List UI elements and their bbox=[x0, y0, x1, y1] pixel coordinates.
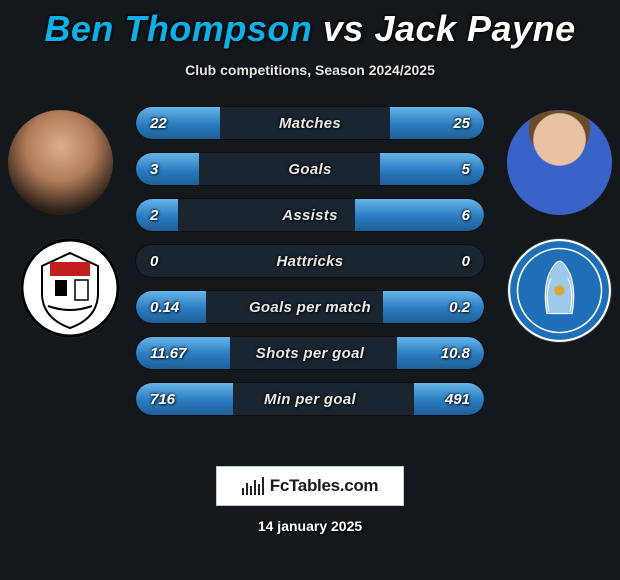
logo-text: FcTables.com bbox=[270, 476, 379, 496]
stat-label: Goals per match bbox=[136, 299, 484, 316]
stat-label: Matches bbox=[136, 115, 484, 132]
player2-avatar bbox=[507, 110, 612, 215]
stat-value-right: 0 bbox=[462, 253, 470, 270]
stats-area: 22Matches25 3Goals5 2Assists6 0Hattricks0 0.… bbox=[0, 100, 620, 440]
fctables-logo: FcTables.com bbox=[216, 466, 404, 506]
stat-row: 2Assists6 bbox=[135, 198, 485, 232]
stat-row: 22Matches25 bbox=[135, 106, 485, 140]
club-crest-icon bbox=[20, 238, 120, 338]
stat-row: 3Goals5 bbox=[135, 152, 485, 186]
stat-rows: 22Matches25 3Goals5 2Assists6 0Hattricks0 0.… bbox=[135, 106, 485, 428]
stat-label: Hattricks bbox=[136, 253, 484, 270]
comparison-title: Ben Thompson vs Jack Payne bbox=[0, 0, 620, 50]
comparison-date: 14 january 2025 bbox=[0, 518, 620, 534]
player2-club-crest bbox=[507, 238, 612, 343]
stat-label: Goals bbox=[136, 161, 484, 178]
stat-label: Assists bbox=[136, 207, 484, 224]
player2-name: Jack Payne bbox=[374, 8, 575, 49]
avatar-placeholder-icon bbox=[8, 110, 113, 215]
stat-value-right: 25 bbox=[453, 115, 470, 132]
stat-label: Shots per goal bbox=[136, 345, 484, 362]
player1-name: Ben Thompson bbox=[44, 8, 312, 49]
stat-row: 11.67Shots per goal10.8 bbox=[135, 336, 485, 370]
comparison-subtitle: Club competitions, Season 2024/2025 bbox=[0, 62, 620, 78]
stat-value-right: 10.8 bbox=[441, 345, 470, 362]
player1-avatar bbox=[8, 110, 113, 215]
bar-chart-icon bbox=[242, 477, 264, 495]
stat-value-right: 491 bbox=[445, 391, 470, 408]
stat-row: 716Min per goal491 bbox=[135, 382, 485, 416]
stat-value-right: 0.2 bbox=[449, 299, 470, 316]
stat-row: 0.14Goals per match0.2 bbox=[135, 290, 485, 324]
avatar-placeholder-icon bbox=[507, 110, 612, 215]
vs-label: vs bbox=[323, 8, 364, 49]
club-crest-icon bbox=[507, 238, 612, 343]
stat-value-right: 5 bbox=[462, 161, 470, 178]
player1-club-crest bbox=[20, 238, 120, 338]
stat-label: Min per goal bbox=[136, 391, 484, 408]
stat-row: 0Hattricks0 bbox=[135, 244, 485, 278]
stat-value-right: 6 bbox=[462, 207, 470, 224]
